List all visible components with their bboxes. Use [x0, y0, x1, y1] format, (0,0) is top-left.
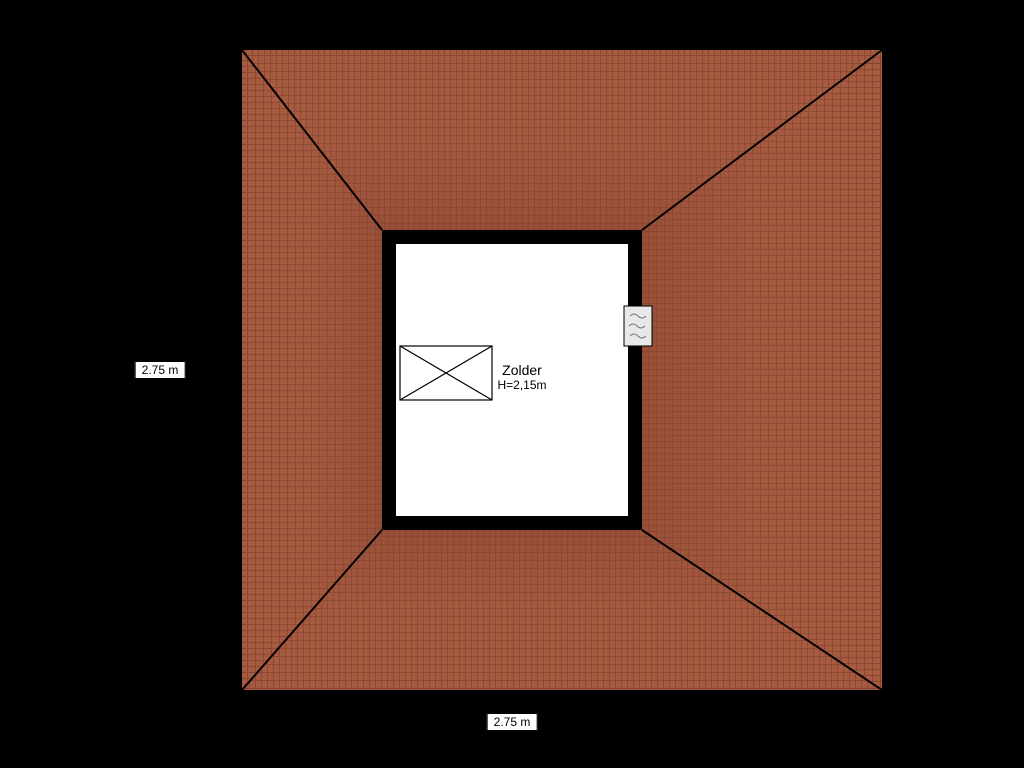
floorplan-stage: Zolder H=2,15m 2.75 m 2.75 m: [0, 0, 1024, 768]
room-name: Zolder: [497, 362, 546, 378]
chimney-icon: [624, 306, 652, 346]
dimension-horizontal: 2.75 m: [487, 713, 538, 731]
room-height: H=2,15m: [497, 378, 546, 392]
door-notch: [494, 516, 522, 530]
dimension-vertical: 2.75 m: [135, 361, 186, 379]
room-label: Zolder H=2,15m: [497, 362, 546, 392]
